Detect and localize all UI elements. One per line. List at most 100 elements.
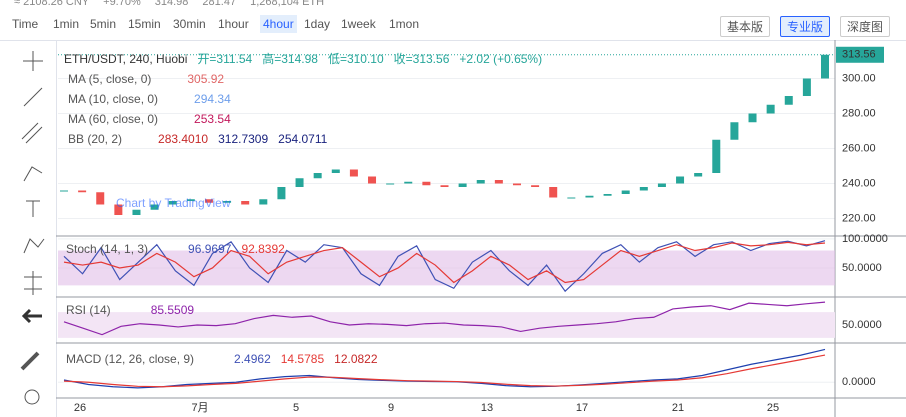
candle	[204, 199, 213, 203]
candle	[802, 78, 811, 96]
study-value: 254.0711	[278, 132, 327, 146]
timeframe[interactable]: 5min	[90, 17, 117, 31]
candle	[676, 176, 685, 184]
stoch-band	[58, 250, 835, 286]
x-tick-label: 21	[672, 402, 684, 414]
legend-item: 开=311.54	[197, 52, 252, 66]
timeframe[interactable]: 1week	[341, 17, 376, 31]
ticker-item: 1,268,104 ETH	[250, 0, 325, 8]
x-tick-label: 26	[74, 402, 86, 414]
last-price-label: 313.56	[842, 49, 876, 61]
candle	[331, 169, 340, 173]
candle	[114, 204, 123, 215]
candle	[78, 190, 87, 193]
candle	[657, 183, 666, 187]
candle	[186, 199, 195, 201]
timeframe: Time	[12, 17, 39, 31]
fib-tool[interactable]	[21, 122, 43, 144]
candle	[368, 176, 377, 184]
indicator-line	[63, 354, 826, 388]
y-tick-label: 0.0000	[842, 376, 876, 388]
timeframe[interactable]: 1hour	[218, 17, 249, 31]
candle	[476, 180, 485, 184]
study-value: 253.54	[194, 112, 231, 126]
study-value: 14.5785	[281, 352, 325, 366]
study-name: BB (20, 2)	[68, 132, 122, 146]
tool-icons	[20, 51, 45, 405]
candle	[404, 181, 413, 184]
candle	[821, 54, 829, 79]
ruler-tool[interactable]	[20, 351, 40, 371]
y-tick-label: 260.00	[842, 142, 876, 154]
candle	[150, 204, 159, 210]
view-button[interactable]: 专业版	[780, 16, 831, 37]
x-tick-label: 13	[481, 402, 493, 414]
rsi-band	[58, 312, 835, 338]
x-tick-label: 5	[293, 402, 299, 414]
chart: 300.00280.00260.00240.00220.00100.000050…	[56, 40, 906, 417]
x-tick-label: 7月	[191, 402, 208, 414]
study-name: MACD (12, 26, close, 9)	[66, 352, 194, 366]
pattern-tool[interactable]	[23, 238, 45, 254]
last-price-box	[836, 46, 884, 63]
timeframe[interactable]: 30min	[173, 17, 206, 31]
study-value: 305.92	[187, 72, 224, 86]
ticker-item: +9.70%	[103, 0, 141, 8]
y-tick-label: 50.0000	[842, 319, 882, 331]
candle	[295, 178, 304, 187]
back-tool[interactable]	[21, 308, 42, 324]
legend-item: 低=310.10	[328, 52, 384, 66]
candle	[784, 96, 793, 105]
study-value: 85.5509	[151, 303, 195, 317]
crosshair-tool[interactable]	[23, 51, 43, 71]
y-tick-label: 240.00	[842, 177, 876, 189]
timeframe[interactable]: 15min	[128, 17, 161, 31]
candle	[694, 173, 703, 177]
zoom-tool[interactable]	[24, 389, 40, 405]
study-name: MA (5, close, 0)	[68, 72, 151, 86]
x-tick-label: 17	[576, 402, 588, 414]
candle	[386, 183, 395, 185]
study-value: 283.4010	[158, 132, 208, 146]
legend-item: 收=313.56	[394, 52, 450, 66]
candle	[168, 201, 177, 205]
indicator-line	[63, 241, 826, 284]
ticker-strip: ≈ 2108.26 CNY +9.70% 314.98 281.47 1,268,104…	[0, 0, 325, 8]
candle	[96, 192, 105, 205]
candle	[766, 104, 775, 114]
pen-tool[interactable]	[23, 166, 43, 182]
timeframe[interactable]: 1min	[53, 17, 80, 31]
legend-item: 高=314.98	[262, 51, 318, 66]
legend-item: +2.02 (+0.65%)	[459, 52, 542, 66]
candle	[223, 201, 232, 203]
study-value: 294.34	[194, 92, 231, 106]
view-button[interactable]: 深度图	[840, 16, 891, 37]
measure-tool[interactable]	[24, 271, 42, 295]
y-tick-label: 220.00	[842, 212, 876, 224]
y-tick-label: 280.00	[842, 107, 876, 119]
view-button[interactable]: 基本版	[720, 16, 771, 37]
x-tick-label: 9	[388, 402, 394, 414]
candle	[241, 201, 250, 205]
legend-item: ETH/USDT, 240, Huobi	[64, 52, 187, 66]
candle	[494, 180, 503, 184]
trend-tool[interactable]	[23, 87, 43, 107]
candle	[603, 194, 612, 196]
toolbar: Time 1min 5min 15min 30min 1hour 4hour 1day 1wee…	[0, 10, 906, 41]
text-tool[interactable]	[26, 200, 40, 217]
candle	[60, 190, 68, 192]
candle	[585, 195, 594, 198]
candle	[712, 139, 721, 173]
candle	[440, 185, 449, 187]
candle	[549, 187, 558, 198]
indicator-line	[63, 301, 826, 336]
study-name: Stoch (14, 1, 3)	[66, 242, 148, 256]
candle	[567, 197, 576, 199]
candle	[259, 199, 268, 205]
timeframe[interactable]: 1day	[304, 17, 331, 31]
drawing-toolbar	[0, 41, 57, 417]
timeframe[interactable]: 4hour	[260, 15, 297, 33]
timeframe[interactable]: 1mon	[389, 17, 420, 31]
candle	[621, 190, 630, 194]
